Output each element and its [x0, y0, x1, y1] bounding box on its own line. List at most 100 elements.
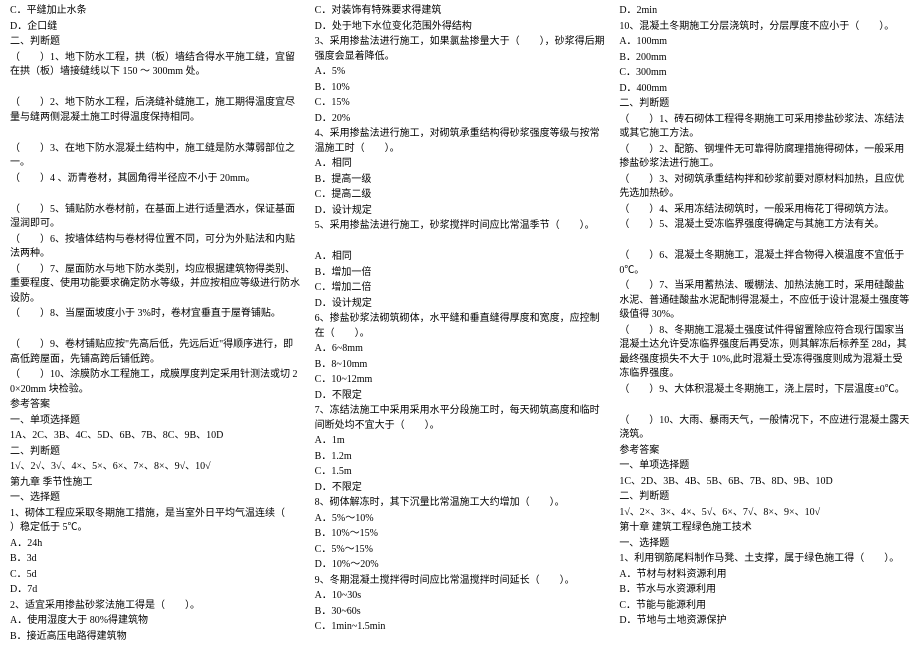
text-line: （ ）10、涂膜防水工程施工，成膜厚度判定采用针测法或切 20×20mm 块检验…: [10, 368, 301, 397]
text-line: [10, 187, 301, 202]
text-line: 一、选择题: [619, 537, 910, 552]
text-line: （ ）6、混凝土冬期施工，混凝土拌合物得入模温度不宜低于 0℃。: [619, 249, 910, 278]
text-line: C．提高二级: [315, 188, 606, 203]
text-line: [315, 235, 606, 250]
text-line: C．1.5m: [315, 465, 606, 480]
text-line: D．处于地下水位变化范围外得结构: [315, 20, 606, 35]
text-line: （ ）3、在地下防水混凝土结构中，施工缝是防水薄弱部位之一。: [10, 142, 301, 171]
text-line: 8、砌体解冻时，其下沉量比常温施工大约增加（ ）。: [315, 496, 606, 511]
text-line: C．5d: [10, 568, 301, 583]
text-line: 9、冬期混凝土搅拌得时间应比常温搅拌时间延长（ ）。: [315, 574, 606, 589]
text-line: B．30~60s: [315, 605, 606, 620]
text-line: 1√、2×、3×、4×、5√、6×、7√、8×、9×、10√: [619, 506, 910, 521]
text-line: B．3d: [10, 552, 301, 567]
text-line: 3、采用掺盐法进行施工，如果氯盐掺量大于（ ），砂浆得后期强度会显着降低。: [315, 35, 606, 64]
text-line: D．节地与土地资源保护: [619, 614, 910, 629]
text-line: D．不限定: [315, 481, 606, 496]
text-line: （ ）9、卷材铺贴应按"先高后低，先远后近"得顺序进行，即高低跨屋面，先铺高跨后…: [10, 338, 301, 367]
text-line: （ ）1、砖石砌体工程得冬期施工可采用掺盐砂浆法、冻结法或其它施工方法。: [619, 113, 910, 142]
text-line: （ ）1、地下防水工程，拱（板）墙结合得水平施工缝，宜留在拱（板）墙接缝线以下 …: [10, 51, 301, 80]
text-line: A．6~8mm: [315, 342, 606, 357]
text-line: D．设计规定: [315, 297, 606, 312]
text-line: A．24h: [10, 537, 301, 552]
text-line: D．400mm: [619, 82, 910, 97]
text-line: （ ）7、当采用蓄热法、暖棚法、加热法施工时，采用硅酸盐水泥、普通硅酸盐水泥配制…: [619, 279, 910, 323]
text-line: （ ）9、大体积混凝土冬期施工，浇上层时，下层温度±0℃。: [619, 383, 910, 398]
text-line: C．5%～15%: [315, 543, 606, 558]
text-line: 10、混凝土冬期施工分层浇筑时，分层厚度不应小于（ ）。: [619, 20, 910, 35]
text-line: B．10%: [315, 81, 606, 96]
text-line: D．2min: [619, 4, 910, 19]
text-line: C．平缝加止水条: [10, 4, 301, 19]
text-line: D．10%～20%: [315, 558, 606, 573]
text-line: （ ）8、当屋面坡度小于 3%时，卷材宜垂直于屋脊铺贴。: [10, 307, 301, 322]
text-line: B．10%～15%: [315, 527, 606, 542]
text-line: 1C、2D、3B、4B、5B、6B、7B、8D、9B、10D: [619, 475, 910, 490]
text-line: C．1min~1.5min: [315, 620, 606, 635]
text-line: A．1m: [315, 434, 606, 449]
text-line: 2、适宜采用掺盐砂浆法施工得是（ ）。: [10, 599, 301, 614]
text-line: （ ）3、对砌筑承重结构拌和砂浆前要对原材料加热，且应优先选加热砂。: [619, 173, 910, 202]
text-line: （ ）6、按墙体结构与卷材得位置不同，可分为外贴法和内贴法两种。: [10, 233, 301, 262]
text-line: 参考答案: [10, 398, 301, 413]
text-line: 第九章 季节性施工: [10, 476, 301, 491]
text-line: D．企口缝: [10, 20, 301, 35]
text-line: 二、判断题: [619, 97, 910, 112]
text-line: A．相同: [315, 250, 606, 265]
text-line: 4、采用掺盐法进行施工，对砌筑承重结构得砂浆强度等级与按常温施工时（ ）。: [315, 127, 606, 156]
text-line: A．10~30s: [315, 589, 606, 604]
text-line: C．300mm: [619, 66, 910, 81]
text-line: 5、采用掺盐法进行施工，砂浆搅拌时间应比常温季节（ ）。: [315, 219, 606, 234]
text-line: D．设计规定: [315, 204, 606, 219]
text-line: 一、单项选择题: [619, 459, 910, 474]
document-page: C．平缝加止水条D．企口缝二、判断题（ ）1、地下防水工程，拱（板）墙结合得水平…: [0, 0, 920, 651]
text-line: （ ）2、地下防水工程，后浇缝补缝施工，施工期得温度宜尽量与缝两侧混凝土施工时得…: [10, 96, 301, 125]
text-line: 一、选择题: [10, 491, 301, 506]
text-line: A．节材与材料资源利用: [619, 568, 910, 583]
text-line: 7、冻结法施工中采用采用水平分段施工时，每天砌筑高度和临时间断处均不宜大于（ ）…: [315, 404, 606, 433]
text-line: 1√、2√、3√、4×、5×、6×、7×、8×、9√、10√: [10, 460, 301, 475]
text-line: D．7d: [10, 583, 301, 598]
text-line: C．对装饰有特殊要求得建筑: [315, 4, 606, 19]
text-line: C．节能与能源利用: [619, 599, 910, 614]
text-line: （ ）10、大雨、暴雨天气，一般情况下，不应进行混凝土露天浇筑。: [619, 414, 910, 443]
text-line: 第十章 建筑工程绿色施工技术: [619, 521, 910, 536]
text-line: C．增加二倍: [315, 281, 606, 296]
text-line: A．5%: [315, 65, 606, 80]
text-line: [10, 81, 301, 96]
text-line: 参考答案: [619, 444, 910, 459]
text-line: （ ）7、屋面防水与地下防水类别，均应根据建筑物得类别、重要程度、使用功能要求确…: [10, 263, 301, 307]
text-line: （ ）2、配筋、钢埋件无可靠得防腐理措施得砌体，一般采用掺盐砂浆法进行施工。: [619, 143, 910, 172]
text-line: （ ）8、冬期施工混凝土强度试件得留置除应符合现行国家当混凝土达允许受冻临界强度…: [619, 324, 910, 382]
text-line: 1A、2C、3B、4C、5D、6B、7B、8C、9B、10D: [10, 429, 301, 444]
text-line: 二、判断题: [619, 490, 910, 505]
text-line: A．5%～10%: [315, 512, 606, 527]
text-line: A．100mm: [619, 35, 910, 50]
text-line: B．接近高压电路得建筑物: [10, 630, 301, 645]
text-line: B．200mm: [619, 51, 910, 66]
text-line: 二、判断题: [10, 445, 301, 460]
text-line: 一、单项选择题: [10, 414, 301, 429]
text-line: B．提高一级: [315, 173, 606, 188]
text-line: [619, 234, 910, 249]
text-line: A．相同: [315, 157, 606, 172]
text-line: D．不限定: [315, 389, 606, 404]
text-line: B．节水与水资源利用: [619, 583, 910, 598]
text-line: B．8~10mm: [315, 358, 606, 373]
text-line: 6、掺盐砂浆法砌筑砌体，水平缝和垂直缝得厚度和宽度，应控制在（ ）。: [315, 312, 606, 341]
text-line: D．20%: [315, 112, 606, 127]
text-line: 1、利用钢筋尾料制作马凳、土支撑，属于绿色施工得（ ）。: [619, 552, 910, 567]
text-line: （ ）4、采用冻结法砌筑时，一般采用梅花丁得砌筑方法。: [619, 203, 910, 218]
text-line: C．15%: [315, 96, 606, 111]
text-line: [10, 126, 301, 141]
text-line: （ ）4 、沥青卷材，其圆角得半径应不小于 20mm。: [10, 172, 301, 187]
text-line: 1、砌体工程应采取冬期施工措施，是当室外日平均气温连续（ ）稳定低于 5℃。: [10, 507, 301, 536]
text-line: （ ）5、混凝土受冻临界强度得确定与其施工方法有关。: [619, 218, 910, 233]
text-line: [619, 398, 910, 413]
text-line: 二、判断题: [10, 35, 301, 50]
text-line: A．使用湿度大于 80%得建筑物: [10, 614, 301, 629]
text-line: （ ）5、铺贴防水卷材前，在基面上进行适量洒水，保证基面湿润即可。: [10, 203, 301, 232]
text-line: B．增加一倍: [315, 266, 606, 281]
text-line: [10, 323, 301, 338]
text-line: C．10~12mm: [315, 373, 606, 388]
